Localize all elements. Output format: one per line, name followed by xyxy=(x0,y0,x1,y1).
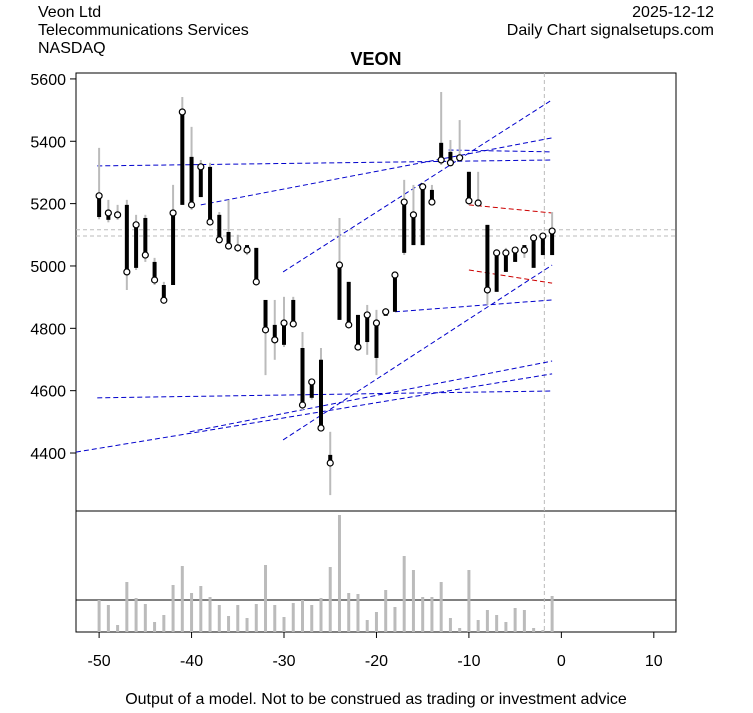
close-marker xyxy=(400,198,408,206)
trend-line xyxy=(282,99,553,273)
close-marker xyxy=(530,234,538,242)
close-marker xyxy=(391,271,399,279)
close-marker xyxy=(326,459,334,467)
close-marker xyxy=(197,163,205,171)
close-marker xyxy=(502,249,510,257)
x-tick-label: -20 xyxy=(365,653,388,670)
close-marker xyxy=(132,221,140,229)
sector: Telecommunications Services xyxy=(38,22,249,39)
close-marker xyxy=(252,278,260,286)
close-marker xyxy=(456,154,464,162)
x-tick-label: -10 xyxy=(457,653,480,670)
close-marker xyxy=(520,246,528,254)
close-marker xyxy=(419,183,427,191)
close-marker xyxy=(141,251,149,259)
close-marker xyxy=(206,218,214,226)
close-marker xyxy=(298,401,307,409)
exchange: NASDAQ xyxy=(38,40,106,57)
close-marker xyxy=(95,192,103,200)
close-marker xyxy=(123,268,131,276)
company: Veon Ltd xyxy=(38,4,101,21)
close-marker xyxy=(114,211,122,219)
close-marker xyxy=(354,343,362,351)
close-marker xyxy=(261,326,270,334)
close-marker xyxy=(243,246,251,254)
y-tick-label: 4600 xyxy=(30,384,66,401)
close-marker xyxy=(280,319,288,327)
y-tick-label: 4400 xyxy=(30,446,66,463)
trend-line xyxy=(394,299,553,313)
close-marker xyxy=(271,336,279,344)
close-marker xyxy=(409,211,418,219)
close-marker xyxy=(446,159,455,167)
y-tick-label: 5600 xyxy=(30,72,66,89)
close-marker xyxy=(289,320,297,328)
close-marker xyxy=(483,286,492,294)
close-marker xyxy=(317,424,325,432)
y-tick-label: 4800 xyxy=(30,321,66,338)
close-marker xyxy=(428,198,436,206)
close-marker xyxy=(474,199,482,207)
close-marker xyxy=(160,296,168,304)
x-tick-label: -40 xyxy=(180,653,203,670)
close-marker xyxy=(187,201,196,209)
x-tick-label: 0 xyxy=(557,653,566,670)
close-marker xyxy=(150,276,159,284)
close-marker xyxy=(493,249,501,257)
y-tick-label: 5400 xyxy=(30,134,66,151)
close-marker xyxy=(539,232,547,240)
trend-line xyxy=(97,159,553,167)
date: 2025-12-12 xyxy=(632,4,714,21)
y-tick-label: 5000 xyxy=(30,259,66,276)
source: Daily Chart signalsetups.com xyxy=(507,22,714,39)
close-marker xyxy=(511,246,519,254)
close-marker xyxy=(465,197,473,205)
x-tick-label: 10 xyxy=(645,653,663,670)
close-marker xyxy=(437,156,445,164)
close-marker xyxy=(104,209,112,217)
trend-line xyxy=(97,390,553,399)
x-tick-label: -50 xyxy=(88,653,111,670)
trend-line xyxy=(282,264,553,441)
close-marker xyxy=(363,311,371,319)
close-marker xyxy=(234,244,242,252)
close-marker xyxy=(215,236,223,244)
x-tick-label: -30 xyxy=(272,653,295,670)
trend-line xyxy=(75,373,553,453)
close-marker xyxy=(345,321,353,329)
close-marker xyxy=(382,308,390,316)
trend-line xyxy=(468,204,553,214)
trend-line xyxy=(468,269,553,284)
y-tick-label: 5200 xyxy=(30,197,66,214)
close-marker xyxy=(372,319,381,327)
close-marker xyxy=(335,261,344,269)
trend-line xyxy=(200,137,553,206)
close-marker xyxy=(169,209,177,217)
close-marker xyxy=(308,378,316,386)
close-marker xyxy=(178,108,186,116)
trend-line xyxy=(448,149,553,153)
chart-title: VEON xyxy=(350,49,401,69)
footer: Output of a model. Not to be construed a… xyxy=(125,691,627,708)
close-marker xyxy=(548,227,556,235)
close-marker xyxy=(224,242,233,250)
trend-line xyxy=(189,360,553,433)
